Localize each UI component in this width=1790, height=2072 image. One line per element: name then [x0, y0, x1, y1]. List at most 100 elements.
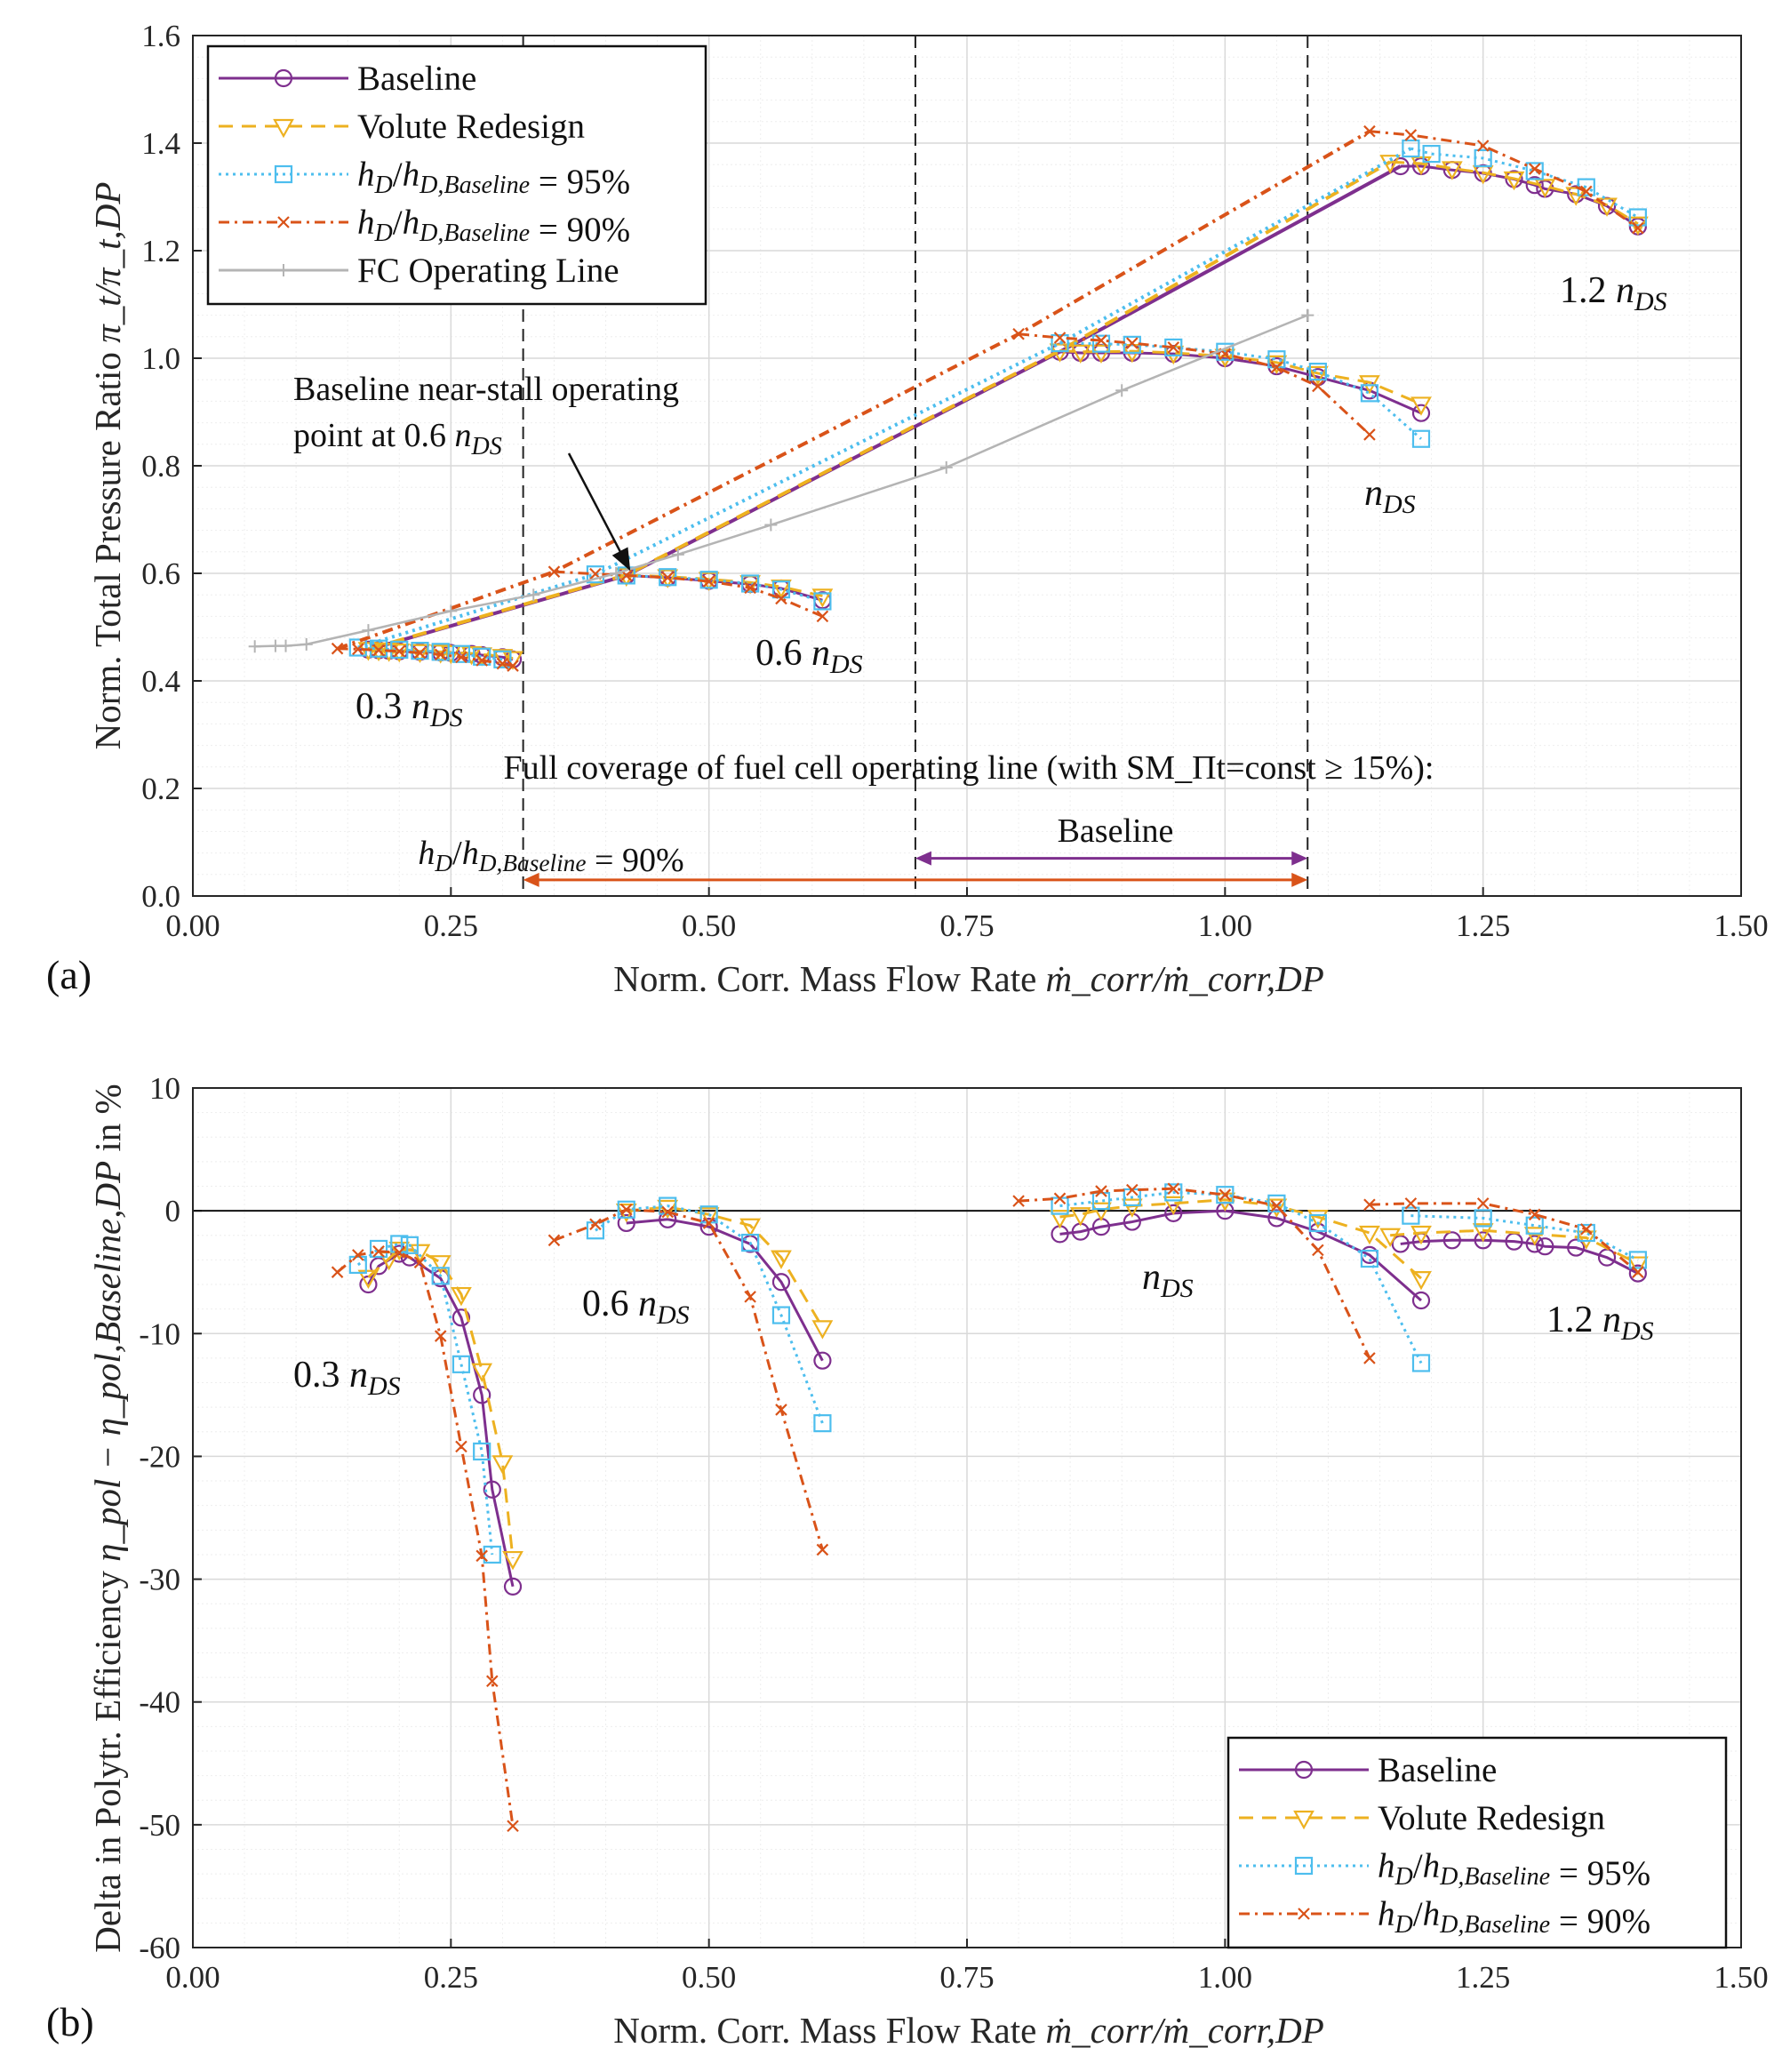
data-point-baseline	[1525, 1235, 1544, 1253]
data-point-fc	[1115, 384, 1129, 397]
speed-line-hd90-1	[553, 1208, 824, 1550]
data-point-hd95	[741, 574, 760, 593]
speed-label-1.2: 1.2 nDS	[1560, 270, 1667, 316]
range-arrow-hd90	[523, 872, 1308, 887]
legend-label-volute: Volute Redesign	[1378, 1799, 1605, 1837]
data-point-hd95	[348, 1255, 367, 1275]
panel-a-label: (a)	[46, 952, 92, 997]
chart-a-x-tick-labels: 0.00 0.25 0.50 0.75 1.00 1.25 1.50	[165, 908, 1768, 943]
data-point-hd95	[1402, 139, 1420, 158]
y-tick-label: 10	[149, 1071, 180, 1106]
data-point-hd90	[1363, 1352, 1376, 1364]
data-point-hd90	[1012, 1195, 1025, 1207]
y-tick-label: 0.6	[141, 556, 180, 591]
data-point-hd95	[1091, 334, 1111, 353]
data-point-hd90	[1312, 380, 1324, 393]
legend-label-hd90: hD/hD,Baseline = 90%	[357, 204, 630, 249]
x-tick-label: 1.50	[1714, 1960, 1768, 1995]
data-point-volute	[1472, 1223, 1494, 1243]
data-point-hd90	[507, 660, 519, 672]
data-point-baseline	[813, 1351, 832, 1370]
data-point-hd90	[1363, 124, 1376, 138]
chart-b: 0.00 0.25 0.50 0.75 1.00 1.25 1.50 -60 -50 -40 -3…	[46, 1071, 1769, 2051]
data-point-hd90	[816, 1543, 829, 1556]
annotation-arrow	[567, 452, 631, 572]
data-point-hd95	[1422, 145, 1441, 164]
data-point-hd90	[1404, 1197, 1418, 1210]
data-point-hd95	[1308, 1213, 1327, 1233]
data-point-hd90	[1363, 1198, 1376, 1212]
data-point-baseline	[1567, 1238, 1586, 1257]
data-point-hd95	[1525, 162, 1544, 180]
legend-label-hd95: hD/hD,Baseline = 95%	[1378, 1847, 1650, 1892]
data-point-fc	[527, 588, 540, 602]
data-point-baseline	[1164, 1204, 1183, 1223]
y-tick-label: -30	[139, 1563, 180, 1597]
data-point-hd90	[1126, 1183, 1139, 1196]
data-point-hd95	[493, 650, 512, 668]
chart-b-x-tick-labels: 0.00 0.25 0.50 0.75 1.00 1.25 1.50	[165, 1960, 1768, 1995]
data-point-hd90	[352, 1249, 364, 1261]
speed-line-hd90-0	[337, 647, 514, 668]
legend-marker-hd95	[1294, 1856, 1314, 1876]
data-point-baseline	[483, 1480, 501, 1499]
data-point-volute	[1266, 1198, 1288, 1218]
data-point-hd90	[1632, 221, 1644, 235]
data-point-hd90	[702, 575, 715, 588]
data-point-hd90	[1580, 185, 1593, 198]
data-point-baseline	[1267, 1209, 1286, 1228]
series-hd95	[348, 139, 1647, 668]
data-point-hd90	[1167, 341, 1180, 354]
data-point-hd90	[1580, 1223, 1593, 1236]
data-point-volute	[440, 644, 462, 665]
legend-label-hd95: hD/hD,Baseline = 95%	[357, 156, 630, 201]
data-point-hd90	[1053, 1192, 1067, 1205]
y-tick-label: 1.0	[141, 341, 180, 376]
data-point-volute	[1596, 197, 1618, 217]
x-tick-label: 0.25	[424, 1960, 478, 1995]
legend-label-hd90: hD/hD,Baseline = 90%	[1378, 1895, 1650, 1940]
data-point-hd95	[451, 1355, 471, 1373]
legend-marker-volute	[273, 118, 294, 139]
data-point-hd90	[1095, 334, 1107, 347]
data-point-hd90	[331, 1266, 344, 1278]
data-point-hd95	[431, 643, 450, 661]
data-point-hd90	[1528, 1208, 1541, 1221]
speed-line-hd90-3	[1369, 1202, 1639, 1274]
x-tick-label: 0.00	[165, 1960, 220, 1995]
legend-marker-hd90	[277, 216, 290, 228]
data-point-hd90	[1167, 1182, 1180, 1196]
data-point-baseline	[699, 1218, 718, 1236]
data-point-volute	[739, 1218, 761, 1237]
speed-line-baseline-2	[1059, 1209, 1422, 1302]
data-point-hd95	[1474, 1209, 1492, 1228]
data-point-baseline	[1628, 1264, 1647, 1283]
speed-line-hd90-3	[1369, 130, 1639, 229]
data-point-hd90	[619, 1203, 633, 1216]
data-point-fc	[444, 604, 458, 618]
data-point-volute	[1307, 365, 1329, 386]
legend-marker-baseline	[274, 68, 293, 88]
data-point-volute	[1523, 1227, 1546, 1246]
data-point-hd90	[1528, 163, 1541, 175]
data-point-hd95	[659, 1196, 677, 1215]
series-baseline	[359, 1202, 1647, 1596]
chart-a: 0.00 0.25 0.50 0.75 1.00 1.25 1.50 0.00.20.40.…	[46, 19, 1769, 999]
data-point-fc	[279, 639, 292, 652]
data-point-hd90	[496, 657, 509, 670]
data-point-hd95	[1267, 1194, 1286, 1212]
data-point-hd90	[547, 1234, 561, 1247]
data-point-hd95	[1091, 1191, 1111, 1211]
y-tick-label: 0.2	[141, 772, 180, 806]
series-fc	[248, 308, 1315, 653]
speed-line-hd90-2	[1018, 332, 1370, 436]
data-point-hd90	[1126, 337, 1139, 349]
legend-label-baseline: Baseline	[357, 60, 476, 98]
data-point-fc	[248, 640, 261, 653]
y-tick-label: 0	[165, 1194, 181, 1228]
legend-label-fc: FC Operating Line	[357, 252, 619, 290]
data-point-volute	[698, 1207, 720, 1227]
speed-line-volute-2	[1059, 1198, 1422, 1280]
data-point-hd90	[547, 565, 561, 578]
speed-line-volute-3	[1390, 160, 1639, 226]
